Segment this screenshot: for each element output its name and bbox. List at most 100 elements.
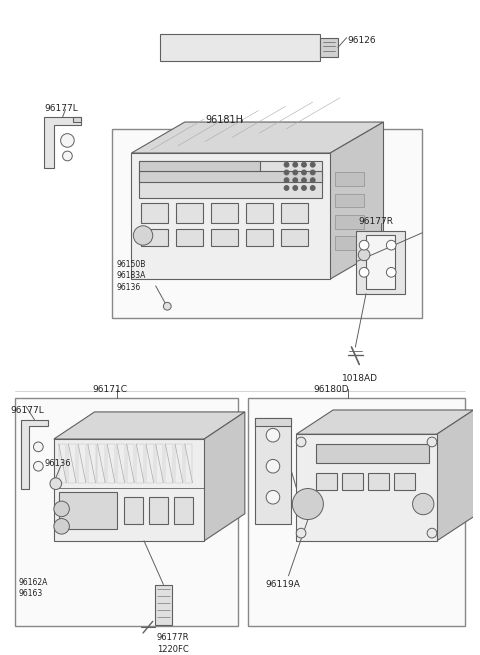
- Polygon shape: [21, 420, 48, 489]
- Text: 96150B: 96150B: [117, 260, 146, 269]
- Bar: [15, 398, 238, 626]
- Bar: [281, 229, 308, 246]
- Circle shape: [292, 489, 324, 519]
- Circle shape: [284, 178, 289, 183]
- Text: 96177R: 96177R: [358, 217, 393, 226]
- Bar: [59, 444, 66, 483]
- Bar: [316, 473, 337, 491]
- Bar: [335, 236, 364, 250]
- Bar: [356, 231, 405, 293]
- Circle shape: [386, 267, 396, 277]
- Text: 96126: 96126: [348, 36, 376, 45]
- Bar: [132, 153, 330, 279]
- Circle shape: [301, 178, 306, 183]
- Bar: [176, 204, 203, 223]
- Circle shape: [293, 162, 298, 167]
- Bar: [321, 38, 338, 57]
- Text: 1018AD: 1018AD: [342, 374, 378, 383]
- Bar: [335, 215, 364, 229]
- Circle shape: [310, 178, 315, 183]
- Circle shape: [284, 162, 289, 167]
- Bar: [342, 473, 363, 491]
- Bar: [88, 444, 96, 483]
- Bar: [155, 584, 172, 626]
- Circle shape: [310, 170, 315, 175]
- Circle shape: [359, 267, 369, 277]
- Bar: [124, 497, 143, 525]
- Circle shape: [427, 529, 437, 538]
- Polygon shape: [44, 117, 81, 168]
- Bar: [394, 473, 416, 491]
- Circle shape: [301, 170, 306, 175]
- Circle shape: [310, 185, 315, 191]
- Bar: [254, 418, 291, 525]
- Bar: [246, 229, 273, 246]
- Bar: [316, 444, 429, 463]
- Bar: [185, 444, 192, 483]
- Bar: [139, 170, 323, 182]
- Circle shape: [301, 162, 306, 167]
- Bar: [139, 161, 323, 198]
- Bar: [54, 439, 204, 541]
- Bar: [141, 229, 168, 246]
- Circle shape: [386, 240, 396, 250]
- Bar: [112, 129, 422, 318]
- Polygon shape: [437, 410, 474, 541]
- Circle shape: [293, 170, 298, 175]
- Bar: [149, 497, 168, 525]
- Text: 96177R: 96177R: [156, 633, 189, 642]
- Bar: [59, 493, 117, 529]
- Circle shape: [293, 185, 298, 191]
- Bar: [296, 434, 437, 541]
- Circle shape: [359, 240, 369, 250]
- Text: 96136: 96136: [117, 283, 141, 292]
- Polygon shape: [296, 410, 474, 434]
- Circle shape: [310, 162, 315, 167]
- Text: 96177L: 96177L: [10, 406, 44, 415]
- Circle shape: [133, 226, 153, 245]
- Polygon shape: [204, 412, 245, 541]
- Bar: [141, 204, 168, 223]
- Bar: [107, 444, 115, 483]
- Bar: [176, 229, 203, 246]
- Bar: [146, 444, 154, 483]
- Circle shape: [266, 491, 280, 504]
- Circle shape: [284, 170, 289, 175]
- Bar: [139, 161, 260, 170]
- Bar: [174, 497, 193, 525]
- Circle shape: [296, 529, 306, 538]
- Circle shape: [34, 461, 43, 471]
- Circle shape: [62, 151, 72, 161]
- Bar: [73, 117, 81, 122]
- Text: 1220FC: 1220FC: [156, 645, 188, 654]
- Circle shape: [54, 501, 69, 517]
- Text: 96136: 96136: [44, 459, 71, 468]
- Bar: [78, 444, 86, 483]
- Circle shape: [50, 478, 61, 489]
- Circle shape: [413, 493, 434, 515]
- Bar: [211, 229, 238, 246]
- Bar: [368, 473, 389, 491]
- Bar: [246, 204, 273, 223]
- Circle shape: [293, 178, 298, 183]
- Bar: [68, 444, 76, 483]
- Polygon shape: [132, 122, 384, 153]
- Bar: [127, 444, 134, 483]
- Bar: [281, 204, 308, 223]
- Bar: [254, 418, 291, 426]
- Circle shape: [284, 185, 289, 191]
- Text: 96162A: 96162A: [19, 578, 48, 587]
- Circle shape: [34, 442, 43, 452]
- Circle shape: [60, 134, 74, 147]
- Bar: [156, 444, 163, 483]
- Bar: [211, 204, 238, 223]
- Bar: [175, 444, 183, 483]
- Bar: [248, 398, 465, 626]
- Circle shape: [301, 185, 306, 191]
- Bar: [366, 235, 395, 289]
- Text: 96163: 96163: [19, 590, 43, 599]
- Circle shape: [54, 519, 69, 534]
- Circle shape: [266, 459, 280, 473]
- Circle shape: [358, 249, 370, 261]
- Bar: [136, 444, 144, 483]
